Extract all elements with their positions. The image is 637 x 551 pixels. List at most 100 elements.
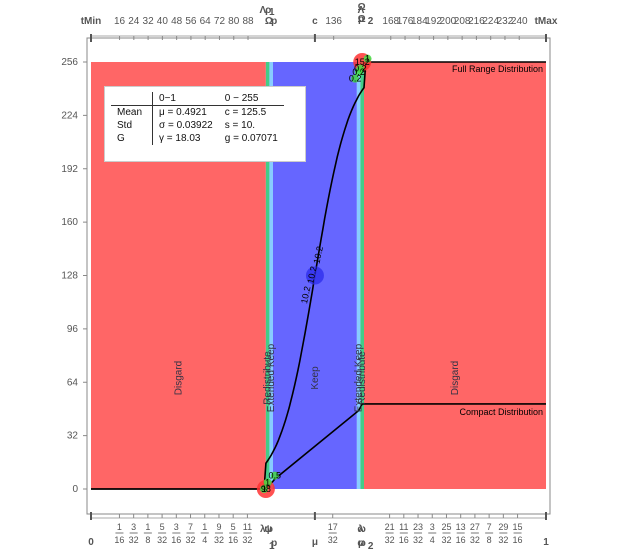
stats-header-2: 0 − 255 [218,92,284,106]
top-tick-label: 184 [411,16,428,27]
bottom-tick-denominator: 32 [242,535,252,545]
annotation-marker [260,485,269,493]
bottom-tick-numerator: 21 [385,522,395,532]
bottom-special-label: 1 [543,537,549,548]
top-marker-label: 2 [368,16,374,27]
region-extended-keep-left [269,62,273,489]
bottom-tick-denominator: 8 [145,535,150,545]
region-extended-keep-right [356,62,361,489]
bottom-marker-label: ω [357,538,366,549]
annotation-label: 0.5 [269,471,282,481]
top-marker-label: p [271,16,277,27]
bottom-tick-denominator: 32 [214,535,224,545]
left-tick-label: 128 [61,271,78,282]
bottom-tick-numerator: 11 [399,522,408,532]
bottom-tick-denominator: 4 [430,535,435,545]
bottom-tick-numerator: 1 [145,522,150,532]
bottom-marker-label: 2 [368,541,374,551]
bottom-marker-label: 1 [269,541,275,551]
bottom-tick-denominator: 32 [385,535,395,545]
bottom-marker-label: p [358,538,364,549]
top-tick-label: 136 [325,16,342,27]
top-marker-label: Ω [358,14,366,25]
stats-label: G [111,132,154,145]
bottom-tick-numerator: 1 [202,522,207,532]
annotation-label: 0.2 [354,64,367,74]
left-tick-label: 224 [61,110,78,121]
bottom-marker-label: λ [358,524,364,535]
region-label-extended-keep-right: Extended Keep [354,343,365,412]
bottom-marker-label: ω [264,524,273,535]
top-tick-label: 40 [157,16,169,27]
top-marker-label: Λ [260,5,267,16]
top-tick-label: 208 [454,16,471,27]
stats-row-g: G γ = 18.03 g = 0.07071 [111,132,284,145]
region-discard-right [364,62,546,489]
bottom-tick-numerator: 9 [216,522,221,532]
bottom-tick-numerator: 3 [174,522,179,532]
bottom-axis: 1163321853231673214932516113217322132111… [88,512,549,551]
top-tick-label: 192 [425,16,442,27]
bottom-marker-label: ω [357,524,366,535]
bottom-tick-denominator: 32 [498,535,508,545]
curve-annotation-label: 10.2 [312,245,325,264]
stats-header-1: 0−1 [152,92,219,106]
top-tick-label: 80 [228,16,240,27]
top-tick-label: 216 [468,16,485,27]
curve-annotation-label: 10.2 [305,265,318,284]
top-tick-label: 232 [497,16,514,27]
top-tick-label: 200 [440,16,457,27]
top-marker-label: Ω [358,2,366,13]
stats-table: 0−1 0 − 255 Mean μ = 0.4921 c = 125.5 St… [104,86,306,162]
bottom-tick-numerator: 23 [413,522,423,532]
annotation-label: 1 [262,484,267,494]
region-label-redistribute-right: Redistribute [357,351,368,405]
bottom-tick-numerator: 29 [498,522,508,532]
bottom-tick-numerator: 27 [470,522,480,532]
top-tick-label: 24 [128,16,140,27]
series-label-full-range: Full Range Distribution [452,64,543,74]
bottom-tick-denominator: 32 [129,535,139,545]
series [91,53,546,498]
stats-value: g = 0.07071 [224,133,278,144]
bottom-tick-denominator: 16 [114,535,124,545]
left-tick-label: 32 [67,431,79,442]
annotation-marker [263,478,272,487]
left-tick-label: 160 [61,217,78,228]
annotation-label: 1 [265,477,270,487]
region-label-keep: Keep [310,366,321,390]
annotation-marker [363,54,372,63]
top-tick-label: 176 [397,16,414,27]
bottom-marker-label: p [271,538,277,549]
bottom-tick-denominator: 16 [171,535,181,545]
bottom-tick-numerator: 3 [131,522,136,532]
point-label: 98 [261,484,271,494]
bottom-tick-denominator: 4 [202,535,207,545]
stats-row-std: Std σ = 0.03922 s = 10. [111,119,284,132]
series-label-compact: Compact Distribution [459,407,543,417]
top-marker-label: Λ [358,5,365,16]
bottom-tick-numerator: 1 [117,522,122,532]
bottom-tick-numerator: 13 [456,522,466,532]
bottom-tick-denominator: 32 [157,535,167,545]
stats-label: Std [111,119,154,132]
top-tick-label: 224 [482,16,499,27]
stats-row-mean: Mean μ = 0.4921 c = 125.5 [111,105,284,119]
annotation-label: 0.2 [349,74,362,84]
annotation-label: 0.2 [352,67,365,77]
bottom-tick-numerator: 5 [160,522,165,532]
bottom-tick-denominator: 16 [228,535,238,545]
top-tick-label: 48 [171,16,183,27]
bottom-tick-numerator: 11 [243,522,252,532]
bottom-tick-numerator: 15 [513,522,523,532]
top-tick-label: 72 [214,16,226,27]
stats-header-row: 0−1 0 − 255 [111,92,284,106]
top-axis: 16 24 32 40 48 56 64 72 80 88 136 16817618419220020… [81,2,558,42]
bottom-marker-label: λ [260,524,266,535]
bottom-marker-label: ψ [264,524,272,535]
annotation-label: 1 [365,54,370,64]
stats-header-0 [111,92,154,106]
stats-value: c = 125.5 [224,107,267,118]
top-tick-label: 64 [200,16,212,27]
